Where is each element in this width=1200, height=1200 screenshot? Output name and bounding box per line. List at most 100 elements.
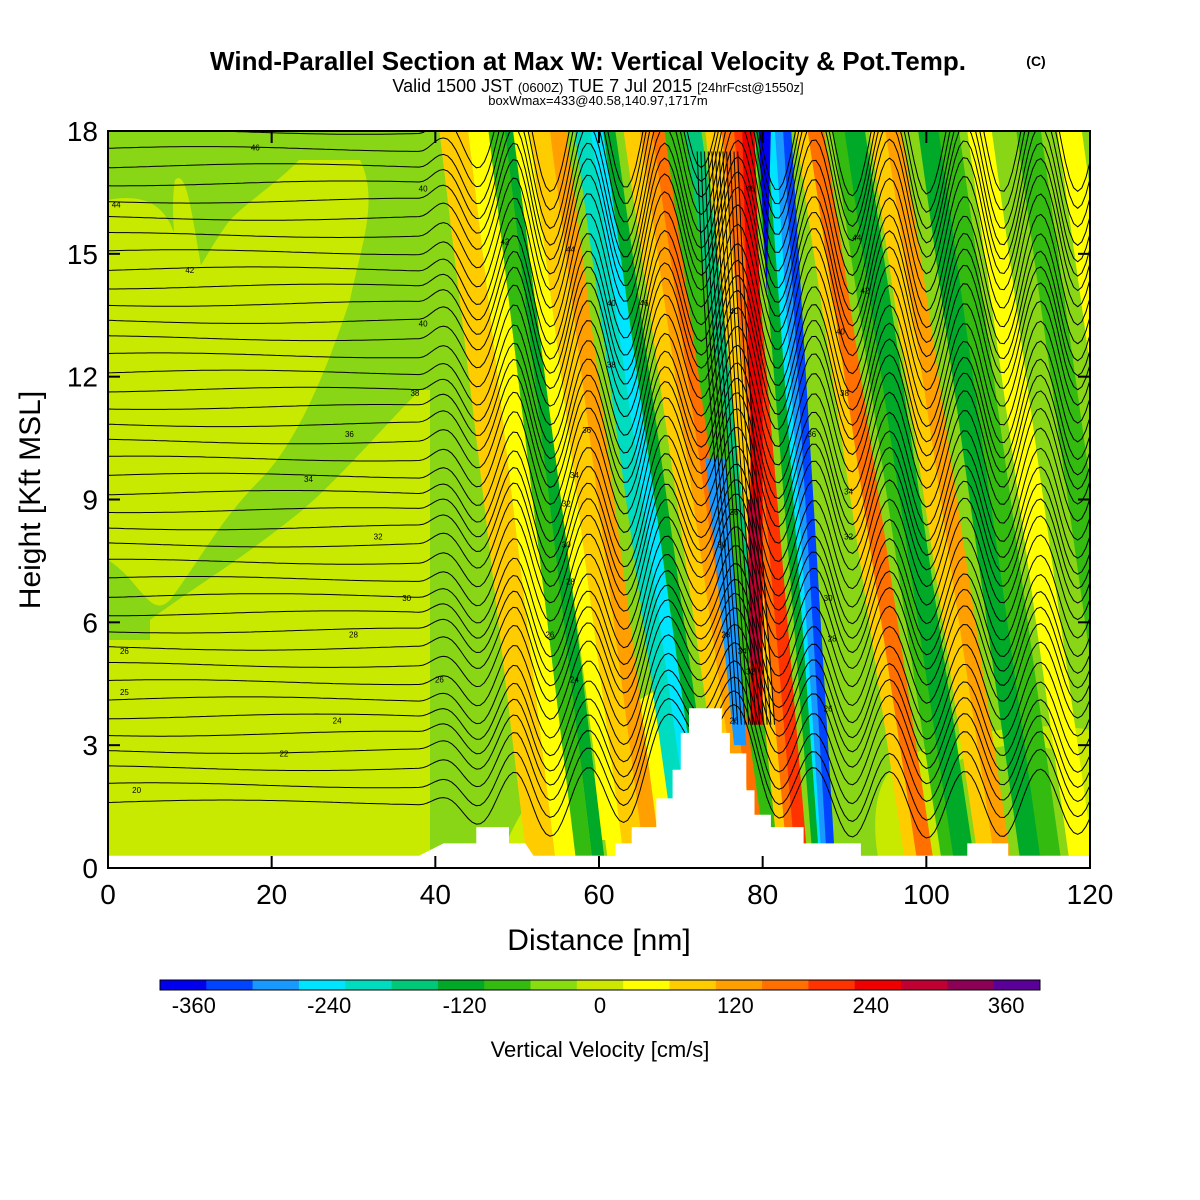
theta-label-text: 38 [410, 389, 419, 398]
theta-contour [108, 623, 1090, 757]
colorbar-swatch [530, 980, 578, 990]
theta-label: 42 [185, 266, 194, 275]
theta-contour [108, 493, 1090, 625]
theta-contour [108, 259, 1090, 393]
theta-label-text: 26 [730, 717, 739, 726]
theta-label-text: 40 [419, 184, 428, 193]
theta-contour [726, 151, 764, 725]
theta-label-text: 40 [836, 328, 845, 337]
y-tick-label: 6 [82, 607, 98, 638]
theta-label: 36 [582, 426, 591, 435]
theta-label: 30 [717, 541, 726, 550]
x-tick-label: 40 [420, 879, 451, 910]
theta-label-text: 44 [852, 234, 861, 243]
colorbar-swatch [623, 980, 670, 990]
theta-contour [108, 156, 1090, 295]
theta-label-text: 34 [844, 487, 853, 496]
theta-label: 24 [333, 717, 342, 726]
x-tick-label: 20 [256, 879, 287, 910]
x-tick-label: 0 [100, 879, 116, 910]
theta-label: 30 [402, 594, 411, 603]
theta-contour [718, 151, 757, 725]
theta-label-text: 38 [840, 389, 849, 398]
velocity-band [967, 131, 1090, 856]
theta-label-text: 30 [824, 594, 833, 603]
theta-label-text: 36 [582, 426, 591, 435]
colorbar-swatch [206, 980, 254, 990]
colorbar-swatch [298, 980, 346, 990]
theta-label: 28 [828, 635, 837, 644]
theta-label: 38 [840, 389, 849, 398]
theta-contour [729, 151, 768, 725]
velocity-band [574, 131, 697, 856]
theta-label: 44 [566, 246, 575, 255]
theta-label-text: 38 [607, 360, 616, 369]
y-tick-label: 12 [67, 362, 98, 393]
x-tick-label: 100 [903, 879, 950, 910]
theta-label: 36 [807, 430, 816, 439]
theta-label-text: 28 [566, 577, 575, 586]
theta-label: 44 [112, 201, 121, 210]
x-tick-label: 60 [583, 879, 614, 910]
theta-label-text: 44 [112, 201, 121, 210]
theta-label-text: 32 [374, 532, 383, 541]
chart-title-mark: (C) [1026, 53, 1045, 69]
theta-label: 26 [120, 647, 129, 656]
theta-contour [108, 676, 1090, 805]
theta-label: 32 [746, 668, 755, 677]
downdraft-lower [705, 458, 747, 746]
theta-label: 46 [746, 184, 755, 193]
theta-contour [715, 151, 753, 725]
theta-contour [108, 171, 1090, 312]
colorbar-ticks: -360 -240 -120 0 120 240 360 [172, 993, 1025, 1018]
colorbar-tick-label: -120 [443, 993, 487, 1018]
theta-contour [704, 151, 742, 725]
theta-contour [707, 151, 746, 725]
theta-contour [108, 426, 1090, 559]
theta-label: 32 [844, 532, 853, 541]
theta-contour [108, 690, 1090, 822]
field-region-west [108, 160, 430, 868]
theta-contour [696, 151, 735, 725]
theta-label: 34 [570, 471, 579, 480]
theta-label-text: 22 [279, 749, 288, 758]
theta-label: 26 [435, 676, 444, 685]
colorbar-swatch [252, 980, 300, 990]
theta-contour [108, 223, 1090, 362]
field-region-nw [108, 131, 320, 277]
theta-label: 40 [730, 307, 739, 316]
velocity-band [1057, 131, 1090, 365]
theta-label: 26 [545, 631, 554, 640]
theta-contour [108, 131, 1090, 213]
theta-label-text: 26 [824, 704, 833, 713]
theta-label: 28 [721, 631, 730, 640]
theta-contour [108, 642, 1090, 773]
colorbar-tick-label: 120 [717, 993, 754, 1018]
theta-contour [108, 131, 1090, 230]
theta-label: 34 [844, 487, 853, 496]
y-tick-label: 3 [82, 730, 98, 761]
theta-label-text: 32 [844, 532, 853, 541]
theta-label-text: 24 [333, 717, 342, 726]
theta-label: 26 [824, 704, 833, 713]
colorbar-swatch [484, 980, 531, 990]
theta-contour [108, 242, 1090, 377]
colorbar-swatch [345, 980, 393, 990]
theta-label-text: 30 [717, 541, 726, 550]
theta-label-text: 42 [861, 287, 870, 296]
theta-label: 44 [852, 234, 861, 243]
x-tick-label: 120 [1067, 879, 1114, 910]
theta-contour [108, 131, 1090, 263]
y-tick-label: 9 [82, 485, 98, 516]
theta-label-text: 40 [730, 307, 739, 316]
theta-label-text: 32 [562, 500, 571, 509]
x-axis: 0 20 40 60 80 100 120 [100, 131, 1113, 910]
theta-label: 38 [410, 389, 419, 398]
theta-label-text: 44 [566, 246, 575, 255]
colorbar-tick-label: 360 [988, 993, 1025, 1018]
theta-contour [108, 377, 1090, 510]
theta-label-text: 34 [738, 647, 747, 656]
colorbar-swatch [669, 980, 717, 990]
velocity-band [783, 131, 835, 856]
